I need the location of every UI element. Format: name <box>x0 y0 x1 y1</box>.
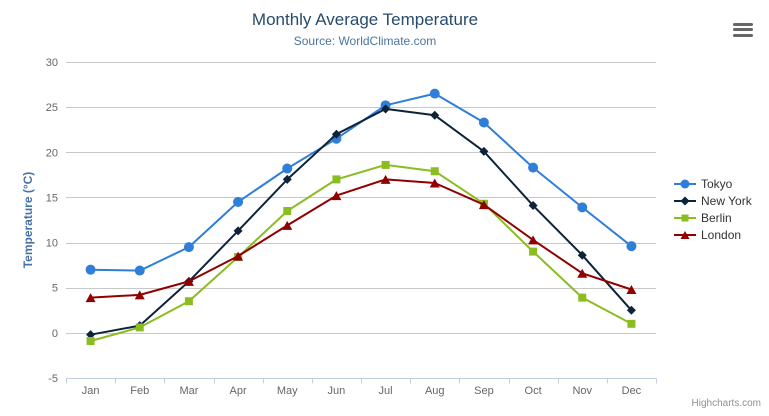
data-point-london-feb[interactable] <box>134 290 145 300</box>
triangle-marker-icon <box>680 231 690 239</box>
hamburger-icon <box>733 22 753 37</box>
series-line-new-york <box>89 107 633 336</box>
x-tick-label: Aug <box>425 385 445 397</box>
data-point-berlin-jun[interactable] <box>332 175 341 184</box>
legend: Tokyo New York Berlin London <box>674 178 752 246</box>
data-point-berlin-oct[interactable] <box>529 247 538 256</box>
y-tick-label: 15 <box>46 192 58 204</box>
data-point-new-york-may[interactable] <box>282 174 292 184</box>
x-tick-label: Mar <box>179 385 198 397</box>
data-point-london-oct[interactable] <box>528 235 539 245</box>
highcharts-credits-link[interactable]: Highcharts.com <box>691 398 761 409</box>
data-point-berlin-mar[interactable] <box>184 297 193 306</box>
x-tick-label: Nov <box>572 385 592 397</box>
series-line-tokyo <box>89 92 633 272</box>
data-point-berlin-may[interactable] <box>283 206 292 215</box>
y-tick-label: 5 <box>52 283 58 295</box>
y-tick-label: -5 <box>48 373 58 385</box>
data-point-tokyo-feb[interactable] <box>134 265 145 276</box>
data-point-new-york-aug[interactable] <box>430 110 440 120</box>
data-point-berlin-dec[interactable] <box>627 319 636 328</box>
data-point-tokyo-may[interactable] <box>282 163 293 174</box>
data-point-new-york-nov[interactable] <box>577 250 587 260</box>
data-point-new-york-sep[interactable] <box>479 146 489 156</box>
y-tick-label: 10 <box>46 238 58 250</box>
legend-item-berlin[interactable]: Berlin <box>674 212 752 224</box>
data-point-london-jun[interactable] <box>331 191 342 201</box>
legend-item-new-york[interactable]: New York <box>674 195 752 207</box>
chart-subtitle: Source: WorldClimate.com <box>293 34 437 48</box>
legend-marker-tokyo-icon <box>674 179 696 189</box>
data-point-tokyo-mar[interactable] <box>183 242 194 253</box>
data-point-tokyo-jan[interactable] <box>85 264 96 275</box>
data-point-berlin-nov[interactable] <box>578 293 587 302</box>
data-point-berlin-jan[interactable] <box>86 336 95 345</box>
legend-marker-london-icon <box>674 231 696 239</box>
diamond-marker-icon <box>680 196 690 206</box>
data-point-new-york-apr[interactable] <box>233 226 243 236</box>
data-point-london-nov[interactable] <box>577 268 588 278</box>
x-tick-label: Sep <box>474 385 494 397</box>
legend-label: Tokyo <box>701 177 733 191</box>
series-line-berlin <box>89 163 633 342</box>
data-point-london-mar[interactable] <box>183 276 194 286</box>
data-point-tokyo-sep[interactable] <box>478 117 489 128</box>
data-point-new-york-jan[interactable] <box>86 330 96 340</box>
legend-label: New York <box>701 194 752 208</box>
y-tick-label: 30 <box>46 57 58 69</box>
x-tick-label: Jan <box>82 385 100 397</box>
data-point-london-jan[interactable] <box>85 293 96 303</box>
data-point-london-apr[interactable] <box>233 251 244 261</box>
chart-context-menu-button[interactable] <box>731 20 755 42</box>
data-point-tokyo-dec[interactable] <box>626 241 637 252</box>
legend-item-tokyo[interactable]: Tokyo <box>674 178 752 190</box>
x-tick-label: Jul <box>379 385 393 397</box>
circle-marker-icon <box>680 179 690 189</box>
y-axis-title: Temperature (°C) <box>21 171 35 269</box>
x-tick-label: Jun <box>328 385 346 397</box>
x-tick-label: May <box>277 385 298 397</box>
legend-label: Berlin <box>701 211 732 225</box>
legend-marker-new-york-icon <box>674 196 696 206</box>
x-tick-label: Oct <box>525 385 542 397</box>
data-point-london-aug[interactable] <box>429 178 440 188</box>
y-tick-label: 20 <box>46 147 58 159</box>
data-point-new-york-jun[interactable] <box>331 129 341 139</box>
data-point-tokyo-aug[interactable] <box>429 88 440 99</box>
legend-label: London <box>701 228 742 242</box>
data-point-new-york-oct[interactable] <box>528 201 538 211</box>
data-point-new-york-jul[interactable] <box>381 104 391 114</box>
x-tick-label: Apr <box>230 385 247 397</box>
data-point-tokyo-apr[interactable] <box>233 196 244 207</box>
legend-marker-berlin-icon <box>674 214 696 222</box>
chart-title: Monthly Average Temperature <box>251 10 479 29</box>
legend-item-london[interactable]: London <box>674 229 752 241</box>
data-point-tokyo-nov[interactable] <box>577 202 588 213</box>
y-tick-label: 0 <box>52 328 58 340</box>
data-point-london-jul[interactable] <box>380 174 391 184</box>
data-point-london-dec[interactable] <box>626 285 637 295</box>
data-point-berlin-jul[interactable] <box>381 160 390 169</box>
x-tick-label: Feb <box>130 385 149 397</box>
data-point-tokyo-oct[interactable] <box>528 162 539 173</box>
x-tick-label: Dec <box>622 385 642 397</box>
y-tick-label: 25 <box>46 102 58 114</box>
data-point-new-york-dec[interactable] <box>626 305 636 315</box>
data-point-london-sep[interactable] <box>478 200 489 210</box>
series-line-london <box>89 178 633 299</box>
data-point-london-may[interactable] <box>282 220 293 230</box>
data-point-berlin-aug[interactable] <box>430 167 439 176</box>
data-point-berlin-feb[interactable] <box>135 323 144 332</box>
square-marker-icon <box>681 214 689 222</box>
